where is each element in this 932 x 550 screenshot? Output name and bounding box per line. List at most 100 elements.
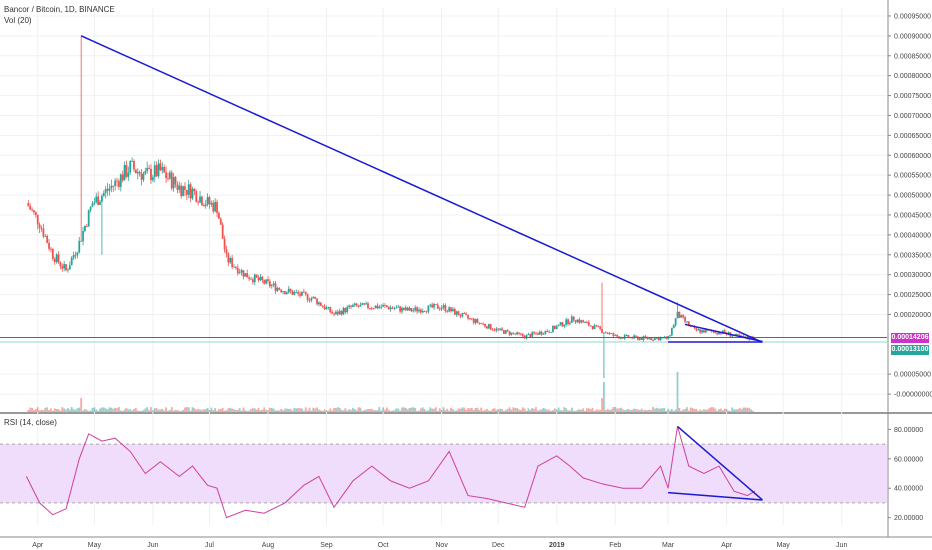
price-tick-label: 0.00050000 bbox=[894, 193, 931, 200]
volume-bar bbox=[646, 410, 649, 412]
candle-body bbox=[510, 332, 513, 335]
volume-bar bbox=[519, 410, 522, 412]
volume-bar bbox=[151, 410, 154, 412]
volume-bar bbox=[444, 410, 447, 412]
volume-bar bbox=[127, 409, 130, 412]
time-tick-label: Oct bbox=[378, 542, 389, 549]
candle-body bbox=[170, 172, 173, 189]
candle-body bbox=[653, 338, 656, 341]
time-tick-label: Jul bbox=[205, 542, 214, 549]
volume-bar bbox=[508, 407, 511, 412]
volume-bar bbox=[633, 408, 636, 412]
price-tick-label: -0.00000000 bbox=[894, 392, 932, 399]
volume-bar bbox=[129, 409, 132, 412]
candle-body bbox=[395, 307, 398, 309]
candle-body bbox=[674, 318, 677, 326]
volume-bar bbox=[335, 408, 337, 412]
candle-body bbox=[465, 313, 468, 316]
candle-body bbox=[238, 272, 241, 274]
volume-bar bbox=[284, 408, 286, 412]
volume-bar bbox=[746, 407, 749, 412]
volume-bar bbox=[431, 408, 434, 412]
candle-body bbox=[455, 311, 458, 315]
candle-body bbox=[693, 326, 696, 329]
volume-bar bbox=[421, 407, 424, 412]
candle-body bbox=[584, 322, 586, 323]
time-tick-label: Apr bbox=[32, 542, 44, 549]
candle-body bbox=[682, 315, 685, 318]
volume-bar bbox=[312, 407, 315, 412]
candle-body bbox=[646, 337, 649, 339]
volume-bar bbox=[197, 408, 200, 412]
volume-bar bbox=[587, 408, 590, 412]
volume-bar bbox=[319, 410, 322, 412]
candle-body bbox=[431, 304, 434, 308]
volume-bar bbox=[185, 407, 188, 412]
volume-bar bbox=[491, 408, 494, 412]
volume-bar bbox=[29, 407, 32, 412]
candle-body bbox=[274, 283, 277, 291]
chart-title: Bancor / Bitcoin, 1D, BINANCE bbox=[4, 5, 115, 14]
candle-body bbox=[572, 316, 575, 321]
volume-bar bbox=[523, 408, 526, 412]
volume-bar bbox=[470, 407, 473, 412]
candle-body bbox=[529, 334, 532, 337]
candle-body bbox=[387, 306, 390, 310]
candle-body bbox=[569, 322, 571, 324]
candle-body bbox=[670, 328, 673, 336]
candle-body bbox=[567, 319, 569, 324]
candle-body bbox=[87, 210, 90, 227]
candle-body bbox=[287, 288, 290, 293]
volume-bar bbox=[84, 409, 86, 412]
candle-body bbox=[342, 308, 345, 315]
rsi-tick-label: 40.00000 bbox=[894, 486, 923, 493]
volume-bar bbox=[268, 407, 271, 412]
candle-body bbox=[182, 186, 184, 196]
volume-bar bbox=[238, 408, 241, 412]
volume-bar bbox=[625, 409, 628, 412]
candle-body bbox=[518, 332, 520, 334]
volume-bar bbox=[493, 407, 496, 412]
candle-body bbox=[402, 307, 405, 311]
candle-body bbox=[236, 267, 239, 274]
candle-body bbox=[74, 255, 77, 256]
candle-body bbox=[68, 265, 71, 270]
candle-body bbox=[36, 214, 39, 225]
volume-bar bbox=[450, 407, 452, 412]
candle-body bbox=[259, 276, 262, 281]
volume-bar bbox=[65, 409, 67, 412]
candle-body bbox=[302, 291, 305, 293]
volume-bar bbox=[484, 409, 486, 412]
volume-bar bbox=[310, 410, 313, 412]
candle-body bbox=[714, 331, 717, 334]
volume-bar bbox=[603, 382, 605, 412]
candle-body bbox=[703, 330, 705, 333]
volume-bar bbox=[257, 407, 260, 412]
volume-bar bbox=[123, 409, 126, 412]
candle-body bbox=[452, 308, 454, 312]
volume-bar bbox=[720, 408, 722, 412]
candle-body bbox=[184, 186, 186, 190]
candle-body bbox=[102, 192, 105, 197]
candle-body bbox=[423, 310, 426, 312]
time-tick-label: Jun bbox=[836, 542, 847, 549]
volume-bar bbox=[731, 407, 734, 412]
volume-bar bbox=[225, 410, 228, 412]
volume-bar bbox=[93, 407, 96, 412]
axes-group: Apr May Jun Jul Aug Sep Oct Nov Dec 2019 Feb Mar Apr… bbox=[32, 13, 932, 549]
rsi-trendline bbox=[677, 425, 763, 501]
candle-body bbox=[310, 298, 313, 301]
time-tick-label: Apr bbox=[721, 542, 733, 549]
volume-bar bbox=[148, 410, 150, 412]
volume-bar bbox=[750, 409, 753, 412]
volume-bar bbox=[597, 409, 600, 412]
volume-bar bbox=[618, 408, 620, 412]
candle-body bbox=[731, 335, 734, 337]
candle-body bbox=[535, 333, 537, 335]
candle-body bbox=[686, 321, 688, 323]
volume-bar bbox=[187, 407, 190, 412]
candle-body bbox=[542, 334, 545, 335]
volume-bar bbox=[452, 409, 454, 412]
volume-bar bbox=[540, 409, 543, 412]
